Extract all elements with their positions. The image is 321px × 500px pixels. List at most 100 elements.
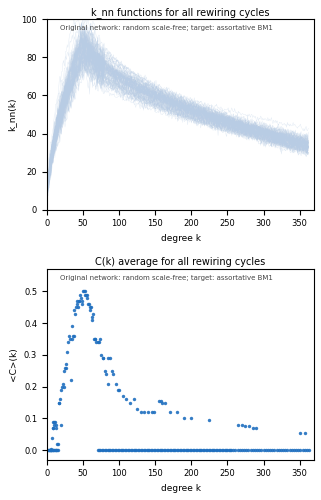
Point xyxy=(173,446,178,454)
Point xyxy=(52,421,57,429)
Point xyxy=(156,446,161,454)
Point xyxy=(91,310,96,318)
Point xyxy=(161,446,167,454)
Point xyxy=(75,297,80,305)
Point xyxy=(226,446,231,454)
Point xyxy=(208,446,213,454)
Point xyxy=(225,446,230,454)
Point xyxy=(77,297,82,305)
Point xyxy=(111,446,116,454)
Point xyxy=(52,446,57,454)
Point xyxy=(124,446,129,454)
Point xyxy=(160,446,165,454)
Point xyxy=(49,446,55,454)
Point xyxy=(134,446,139,454)
Point xyxy=(167,408,172,416)
Point xyxy=(93,338,99,346)
Point xyxy=(57,396,63,404)
Point xyxy=(265,446,270,454)
Point xyxy=(71,332,76,340)
Point xyxy=(166,446,171,454)
Point xyxy=(81,288,86,296)
Point xyxy=(149,408,154,416)
Point xyxy=(92,335,97,343)
Point xyxy=(287,446,292,454)
Point xyxy=(49,446,54,454)
Point xyxy=(236,421,241,429)
Point xyxy=(221,446,226,454)
Point xyxy=(60,382,65,390)
Point xyxy=(187,446,193,454)
Point xyxy=(218,446,223,454)
Point xyxy=(100,354,105,362)
Point xyxy=(53,446,58,454)
Point xyxy=(212,446,217,454)
Point xyxy=(154,446,159,454)
Point xyxy=(113,380,118,388)
Point xyxy=(98,446,103,454)
Point xyxy=(128,446,133,454)
Point xyxy=(246,446,251,454)
Point xyxy=(83,290,89,298)
Point xyxy=(203,446,208,454)
Point xyxy=(215,446,220,454)
Point xyxy=(95,446,100,454)
Point xyxy=(239,421,244,429)
Point xyxy=(248,446,253,454)
Point xyxy=(70,332,75,340)
Point xyxy=(50,424,55,432)
Title: k_nn functions for all rewiring cycles: k_nn functions for all rewiring cycles xyxy=(91,7,270,18)
Point xyxy=(104,370,109,378)
Point xyxy=(259,446,264,454)
Point xyxy=(78,294,83,302)
Point xyxy=(189,446,194,454)
Point xyxy=(186,446,191,454)
Point xyxy=(211,446,216,454)
Point xyxy=(66,332,71,340)
Point xyxy=(134,405,140,413)
Point xyxy=(156,397,161,405)
Point xyxy=(61,382,66,390)
Point xyxy=(183,446,188,454)
Point xyxy=(118,446,123,454)
Point xyxy=(182,446,187,454)
Point xyxy=(76,297,81,305)
Point xyxy=(49,434,55,442)
Point xyxy=(200,446,205,454)
Point xyxy=(56,398,61,406)
Point xyxy=(171,446,177,454)
Point xyxy=(199,446,204,454)
Point xyxy=(272,446,277,454)
Point xyxy=(117,446,122,454)
Point xyxy=(162,398,167,406)
Point xyxy=(170,446,175,454)
Point xyxy=(120,392,125,400)
Point xyxy=(87,303,92,311)
Point xyxy=(53,424,58,432)
Point xyxy=(131,446,136,454)
Point xyxy=(250,424,255,432)
Point xyxy=(101,354,106,362)
Point xyxy=(69,335,74,343)
Y-axis label: k_nn(k): k_nn(k) xyxy=(7,98,16,131)
Title: C(k) average for all rewiring cycles: C(k) average for all rewiring cycles xyxy=(95,257,266,267)
Point xyxy=(109,446,115,454)
Point xyxy=(51,446,56,454)
Point xyxy=(300,446,305,454)
Point xyxy=(47,446,52,454)
Point xyxy=(48,446,53,454)
Point xyxy=(133,446,138,454)
Point xyxy=(228,446,233,454)
Point xyxy=(89,313,94,321)
Point xyxy=(281,446,286,454)
Point xyxy=(291,446,296,454)
X-axis label: degree k: degree k xyxy=(160,484,201,493)
Point xyxy=(82,290,87,298)
Point xyxy=(237,446,242,454)
Point xyxy=(65,348,70,356)
Point xyxy=(261,446,266,454)
Point xyxy=(52,418,57,426)
Point xyxy=(50,446,55,454)
Point xyxy=(206,446,211,454)
Point xyxy=(142,408,147,416)
